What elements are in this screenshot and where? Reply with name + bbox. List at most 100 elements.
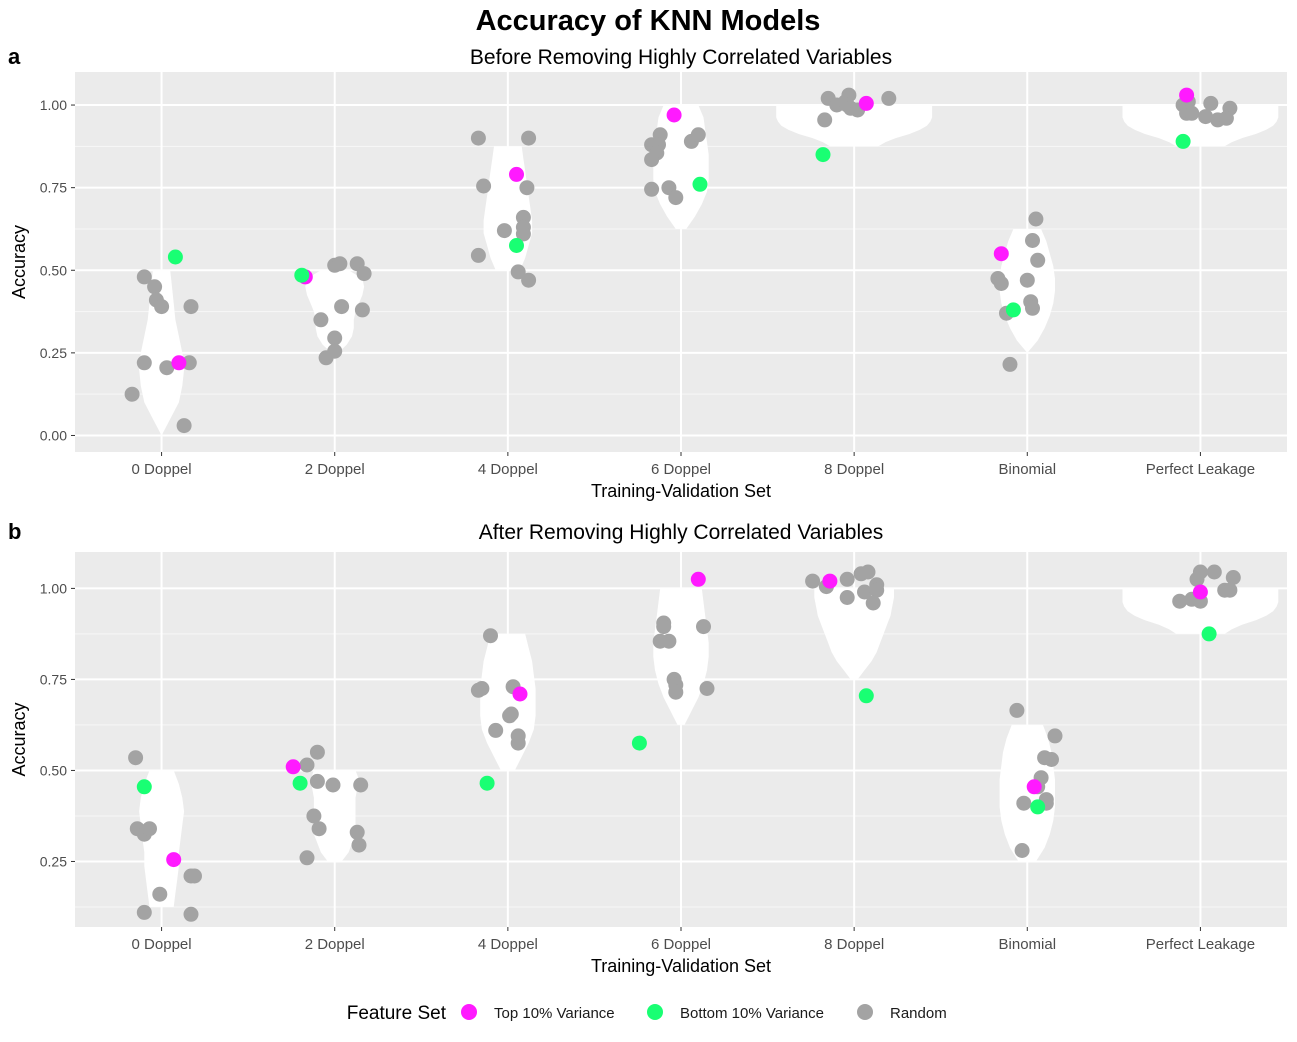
- x-tick-label-0-doppel: 0 Doppel: [132, 936, 192, 953]
- violin-2-doppel: [305, 270, 365, 353]
- x-tick-label-8-doppel: 8 Doppel: [824, 936, 884, 953]
- point-random: [299, 757, 315, 773]
- point-random: [1044, 752, 1059, 767]
- point-random: [334, 299, 350, 315]
- point-top-10-variance: [690, 571, 706, 587]
- point-random: [1203, 95, 1219, 111]
- point-random: [1002, 356, 1018, 372]
- y-axis-title: Accuracy: [9, 225, 29, 299]
- point-top-10-variance: [822, 573, 838, 589]
- point-random: [1025, 233, 1040, 248]
- point-bottom-10-variance: [1175, 133, 1191, 149]
- point-random: [470, 247, 486, 263]
- point-random: [327, 330, 343, 346]
- point-random: [474, 681, 490, 696]
- point-random: [1184, 105, 1200, 121]
- point-random: [353, 777, 369, 793]
- point-random: [699, 681, 715, 696]
- point-top-10-variance: [1192, 584, 1208, 600]
- point-random: [183, 906, 199, 922]
- point-bottom-10-variance: [136, 779, 152, 795]
- violin-8-doppel: [814, 588, 894, 680]
- x-axis-title: Training-Validation Set: [591, 956, 771, 976]
- point-bottom-10-variance: [479, 775, 495, 791]
- point-random: [128, 750, 144, 766]
- point-top-10-variance: [666, 107, 682, 123]
- point-random: [1047, 728, 1063, 744]
- x-axis-title: Training-Validation Set: [591, 481, 771, 501]
- point-random: [476, 178, 492, 194]
- point-random: [869, 582, 885, 598]
- point-random: [521, 130, 537, 146]
- point-random: [1014, 843, 1030, 858]
- point-random: [668, 684, 684, 700]
- point-random: [993, 276, 1009, 291]
- legend-label-top: Top 10% Variance: [494, 1005, 615, 1022]
- violin-2-doppel: [310, 770, 359, 862]
- x-tick-label-8-doppel: 8 Doppel: [824, 461, 884, 478]
- point-top-10-variance: [509, 166, 524, 182]
- point-random: [839, 590, 855, 605]
- legend-key-bottom: [647, 1004, 663, 1020]
- violin-perfect-leakage: [1122, 105, 1279, 147]
- point-bottom-10-variance: [1201, 626, 1217, 642]
- point-top-10-variance: [171, 355, 187, 371]
- point-random: [860, 564, 876, 580]
- point-random: [488, 722, 504, 738]
- point-random: [1016, 795, 1032, 811]
- y-tick-label: 0.75: [40, 180, 67, 196]
- point-random: [356, 266, 372, 282]
- violin-0-doppel: [139, 270, 185, 436]
- x-tick-label-perfect-leakage: Perfect Leakage: [1146, 461, 1255, 478]
- point-random: [805, 573, 821, 589]
- point-random: [1206, 564, 1222, 580]
- y-tick-label: 0.25: [40, 345, 67, 361]
- point-random: [865, 595, 881, 611]
- legend-title: Feature Set: [347, 1003, 447, 1024]
- point-bottom-10-variance: [858, 688, 874, 704]
- legend-entry-random: Random: [857, 1004, 947, 1022]
- y-tick-label: 0.75: [40, 671, 67, 687]
- point-bottom-10-variance: [167, 249, 183, 265]
- point-random: [311, 821, 327, 837]
- point-random: [154, 299, 170, 315]
- point-random: [147, 279, 163, 295]
- point-random: [483, 628, 498, 644]
- x-tick-label-perfect-leakage: Perfect Leakage: [1146, 936, 1255, 953]
- point-random: [502, 708, 518, 724]
- panel-title: Before Removing Highly Correlated Variab…: [470, 46, 892, 69]
- y-tick-label: 0.50: [40, 762, 67, 778]
- x-tick-label-4-doppel: 4 Doppel: [478, 461, 538, 478]
- y-tick-label: 0.00: [40, 427, 67, 443]
- y-tick-label: 0.25: [40, 853, 67, 869]
- panel-title: After Removing Highly Correlated Variabl…: [479, 521, 884, 544]
- point-random: [668, 190, 684, 206]
- point-random: [1172, 593, 1188, 609]
- point-random: [521, 272, 537, 288]
- figure-title: Accuracy of KNN Models: [476, 5, 821, 37]
- point-random: [644, 152, 660, 168]
- point-bottom-10-variance: [815, 147, 831, 163]
- point-random: [656, 619, 672, 635]
- point-bottom-10-variance: [692, 176, 708, 192]
- point-bottom-10-variance: [292, 775, 308, 791]
- point-random: [1198, 109, 1214, 125]
- point-random: [1225, 570, 1241, 585]
- point-random: [142, 821, 157, 837]
- point-top-10-variance: [166, 852, 182, 868]
- point-random: [652, 633, 668, 649]
- point-top-10-variance: [993, 246, 1009, 262]
- point-top-10-variance: [858, 95, 874, 111]
- point-random: [1030, 252, 1046, 268]
- point-random: [696, 619, 711, 635]
- point-top-10-variance: [1179, 87, 1195, 103]
- violin-perfect-leakage: [1122, 588, 1279, 634]
- panel-a: a Before Removing Highly Correlated Varia…: [8, 44, 1287, 501]
- point-random: [306, 808, 322, 824]
- point-top-10-variance: [285, 759, 301, 775]
- point-random: [176, 418, 192, 434]
- panel-b: b After Removing Highly Correlated Variab…: [8, 519, 1287, 976]
- panel-label: a: [8, 44, 21, 69]
- point-random: [519, 180, 535, 196]
